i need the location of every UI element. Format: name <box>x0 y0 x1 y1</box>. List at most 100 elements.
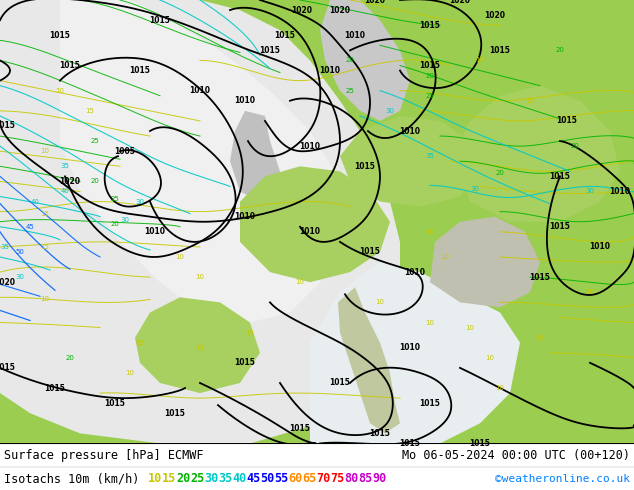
Text: 25: 25 <box>190 472 204 486</box>
Text: 10: 10 <box>425 229 434 235</box>
Text: 10: 10 <box>496 385 505 391</box>
Text: 1010: 1010 <box>399 343 420 352</box>
Text: 15: 15 <box>86 108 94 114</box>
Text: 20: 20 <box>91 178 100 184</box>
Text: ©weatheronline.co.uk: ©weatheronline.co.uk <box>495 474 630 484</box>
Text: 1015: 1015 <box>550 172 571 181</box>
Text: 10: 10 <box>295 279 304 285</box>
Text: 1015: 1015 <box>275 31 295 40</box>
Text: 10: 10 <box>425 319 434 325</box>
Text: 20: 20 <box>65 355 74 361</box>
Text: 1015: 1015 <box>359 247 380 256</box>
Text: 75: 75 <box>330 472 344 486</box>
Text: 1015: 1015 <box>557 117 578 125</box>
Text: 1015: 1015 <box>550 222 571 231</box>
Text: 1010: 1010 <box>235 96 256 105</box>
Text: 1010: 1010 <box>344 31 365 40</box>
Polygon shape <box>338 287 400 433</box>
Text: 20: 20 <box>425 73 434 78</box>
Polygon shape <box>230 111 280 201</box>
Text: 25: 25 <box>425 93 434 99</box>
Text: 10: 10 <box>536 335 545 341</box>
Text: 15: 15 <box>245 330 254 336</box>
Text: 15: 15 <box>162 472 176 486</box>
Text: 20: 20 <box>496 171 505 176</box>
Text: 1010: 1010 <box>190 86 210 95</box>
Polygon shape <box>310 262 520 443</box>
Text: 30: 30 <box>120 217 129 223</box>
Text: 30: 30 <box>136 198 145 204</box>
Text: 85: 85 <box>358 472 372 486</box>
Text: 1015: 1015 <box>489 46 510 55</box>
Text: 10: 10 <box>41 296 49 302</box>
Text: 15: 15 <box>195 344 204 351</box>
Text: 10: 10 <box>176 254 184 260</box>
Text: 1015: 1015 <box>0 364 15 372</box>
Text: Mo 06-05-2024 00:00 UTC (00+120): Mo 06-05-2024 00:00 UTC (00+120) <box>402 449 630 462</box>
Text: 10: 10 <box>465 324 474 331</box>
Text: 15: 15 <box>41 244 49 250</box>
Text: 40: 40 <box>232 472 246 486</box>
Text: 10: 10 <box>41 148 49 154</box>
Text: 1010: 1010 <box>609 187 630 196</box>
Text: 25: 25 <box>91 138 100 144</box>
Text: 1015: 1015 <box>370 429 391 438</box>
Polygon shape <box>240 166 390 282</box>
Text: 50: 50 <box>16 249 25 255</box>
Text: 10: 10 <box>126 370 134 376</box>
Text: 10: 10 <box>56 88 65 94</box>
Text: 10: 10 <box>586 289 595 295</box>
Text: 10: 10 <box>375 299 384 305</box>
Text: 1010: 1010 <box>320 66 340 75</box>
Text: Surface pressure [hPa] ECMWF: Surface pressure [hPa] ECMWF <box>4 449 204 462</box>
Text: 20: 20 <box>571 143 579 149</box>
Text: 1015: 1015 <box>420 399 441 408</box>
Text: 35: 35 <box>425 153 434 159</box>
Text: 45: 45 <box>246 472 260 486</box>
Text: 1015: 1015 <box>44 384 65 392</box>
Text: 50: 50 <box>260 472 275 486</box>
Text: 20: 20 <box>110 220 119 227</box>
Text: 1020: 1020 <box>292 5 313 15</box>
Text: 1015: 1015 <box>49 31 70 40</box>
Text: 30: 30 <box>586 189 595 195</box>
Text: 1015: 1015 <box>399 439 420 448</box>
Text: 55: 55 <box>274 472 288 486</box>
Text: 1015: 1015 <box>60 61 81 70</box>
Text: 1010: 1010 <box>299 227 321 236</box>
Text: 1020: 1020 <box>484 11 505 20</box>
Text: 1015: 1015 <box>150 16 171 24</box>
Text: 1015: 1015 <box>290 424 311 433</box>
Text: 60: 60 <box>288 472 302 486</box>
Text: 1020: 1020 <box>450 0 470 4</box>
Text: 10: 10 <box>486 355 495 361</box>
Text: 25: 25 <box>346 88 354 94</box>
Text: 1015: 1015 <box>235 358 256 368</box>
Polygon shape <box>455 86 620 222</box>
Text: 15: 15 <box>41 211 49 217</box>
Text: 1015: 1015 <box>0 122 15 130</box>
Text: 1015: 1015 <box>529 272 550 282</box>
Text: 1020: 1020 <box>330 5 351 15</box>
Text: 20: 20 <box>346 57 354 64</box>
Text: 1010: 1010 <box>235 212 256 221</box>
Text: 10: 10 <box>148 472 162 486</box>
Text: 1010: 1010 <box>145 227 165 236</box>
Text: 1020: 1020 <box>60 177 81 186</box>
Text: 1015: 1015 <box>259 46 280 55</box>
Text: 20: 20 <box>176 472 190 486</box>
Text: 70: 70 <box>316 472 330 486</box>
Text: 1010: 1010 <box>399 126 420 136</box>
Polygon shape <box>0 0 400 443</box>
Polygon shape <box>340 116 480 207</box>
Text: 1015: 1015 <box>420 21 441 30</box>
Text: 25: 25 <box>110 196 119 201</box>
Text: 1015: 1015 <box>330 378 351 388</box>
Polygon shape <box>135 297 260 393</box>
Text: 1015: 1015 <box>470 439 491 448</box>
Text: 1020: 1020 <box>365 0 385 4</box>
Text: 30: 30 <box>204 472 218 486</box>
Text: 15: 15 <box>476 57 484 64</box>
Text: 30: 30 <box>15 274 25 280</box>
Polygon shape <box>320 0 410 121</box>
